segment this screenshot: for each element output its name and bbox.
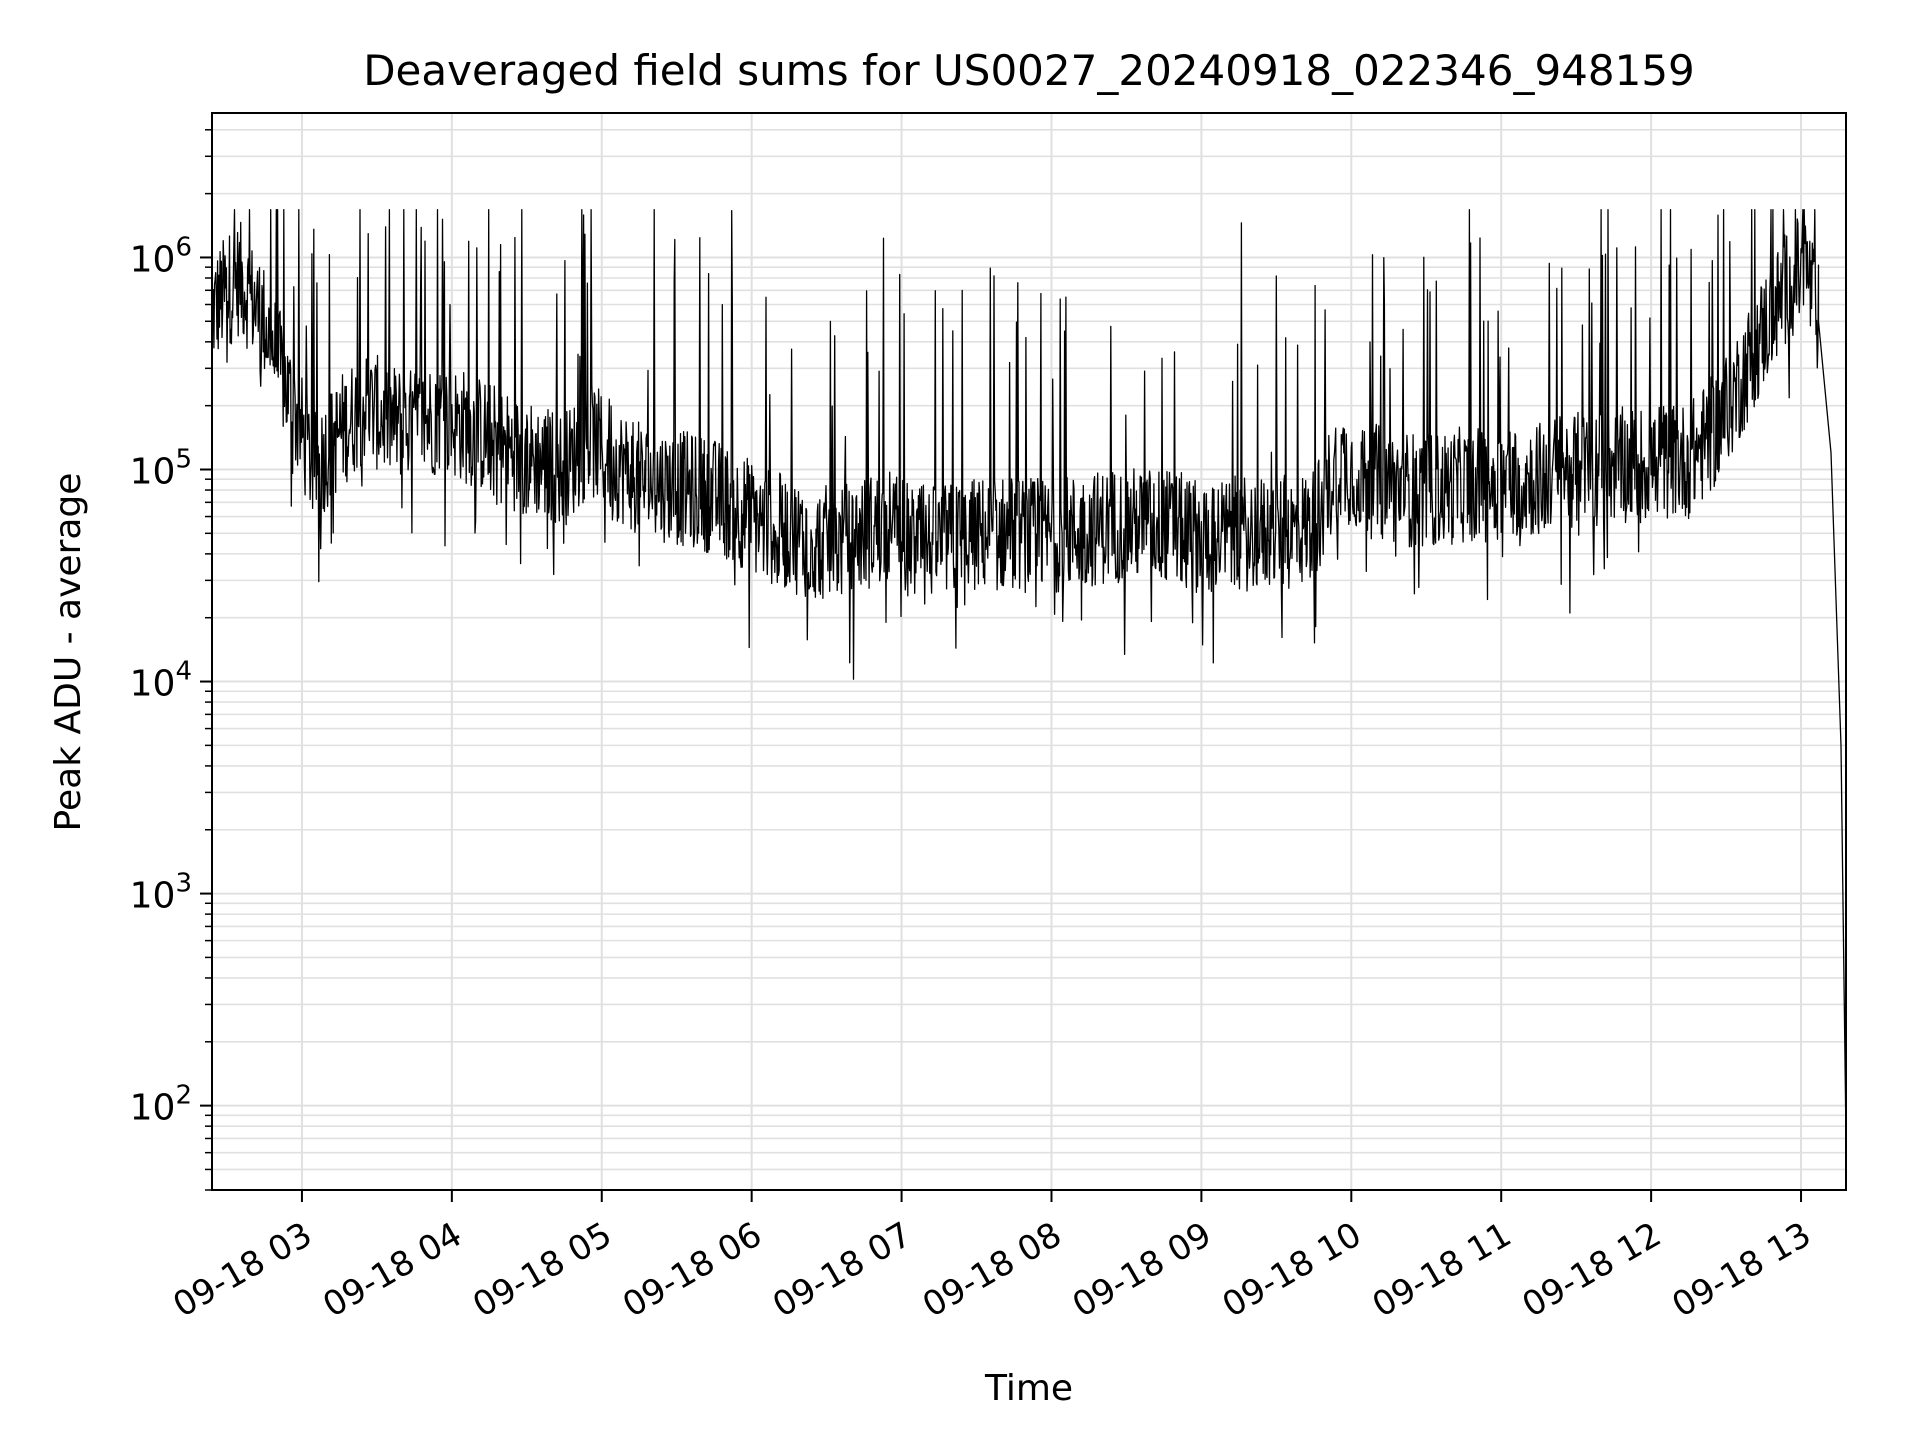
- y-axis: 102 103 104 105 106: [130, 129, 212, 1191]
- y-tick-label: 105: [130, 444, 192, 492]
- x-tick-label: 09-18 10: [1216, 1215, 1368, 1326]
- x-tick-label: 09-18 07: [766, 1215, 918, 1326]
- y-tick-label: 104: [130, 657, 192, 705]
- x-tick-label: 09-18 13: [1666, 1215, 1818, 1326]
- x-tick-label: 09-18 03: [166, 1215, 318, 1326]
- x-tick-label: 09-18 12: [1516, 1215, 1668, 1326]
- x-tick-label: 09-18 06: [616, 1215, 768, 1326]
- series-line-0: [211, 209, 1847, 1139]
- x-tick-label: 09-18 09: [1066, 1215, 1218, 1326]
- y-tick-label: 103: [130, 869, 192, 917]
- y-tick-label: 106: [130, 232, 192, 280]
- x-tick-label: 09-18 04: [316, 1215, 468, 1326]
- plot-frame: [211, 112, 1847, 1191]
- x-axis-label: Time: [984, 1368, 1073, 1409]
- chart-title: Deaveraged field sums for US0027_2024091…: [363, 46, 1695, 95]
- series-layer: [211, 209, 1847, 1139]
- x-tick-label: 09-18 08: [916, 1215, 1068, 1326]
- y-axis-label: Peak ADU - average: [48, 473, 89, 832]
- x-tick-label: 09-18 11: [1366, 1215, 1518, 1326]
- x-tick-label: 09-18 05: [466, 1215, 618, 1326]
- y-tick-label: 102: [130, 1081, 192, 1129]
